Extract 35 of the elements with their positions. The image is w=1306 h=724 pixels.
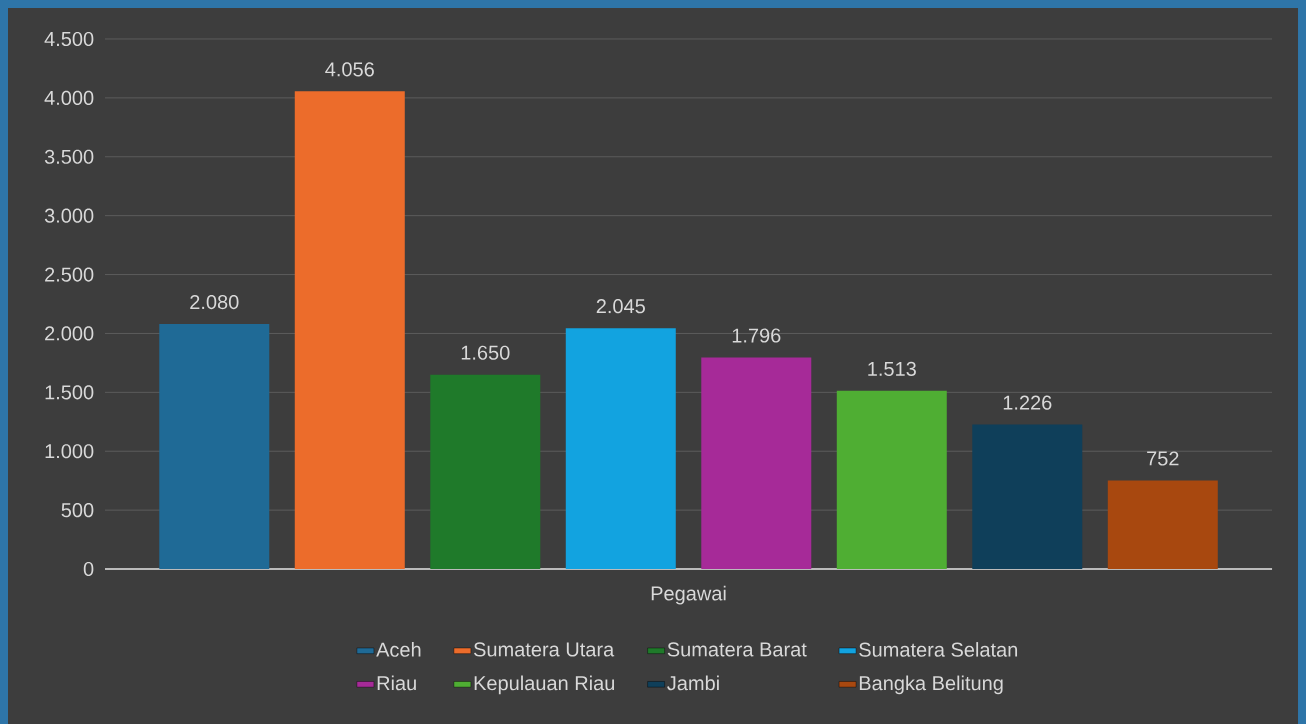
y-tick-label: 2.500 [45, 267, 94, 282]
y-tick-label: 500 [61, 503, 94, 518]
bar [836, 390, 947, 569]
y-tick-label: 1.500 [45, 385, 94, 400]
data-label: 2.045 [596, 299, 645, 314]
bar [294, 91, 405, 569]
legend-label: Sumatera Selatan [859, 642, 1018, 657]
y-tick-label: 4.000 [44, 90, 94, 105]
data-label: 1.226 [1003, 395, 1052, 410]
x-tick-label: Pegawai [651, 585, 726, 605]
bar [701, 357, 812, 569]
bar [972, 424, 1083, 569]
y-tick-label: 3.500 [44, 149, 94, 164]
y-tick-label: 4.500 [44, 31, 94, 47]
data-label: 752 [1147, 451, 1179, 466]
data-label: 1.796 [732, 328, 781, 343]
y-tick-label: 0 [83, 561, 94, 577]
bar [159, 324, 270, 569]
legend-label: Sumatera Barat [667, 642, 807, 657]
data-label: 1.513 [868, 361, 916, 376]
legend-label: Kepulauan Riau [474, 675, 615, 695]
legend-label: Riau [377, 675, 416, 691]
data-label: 4.056 [325, 62, 374, 77]
bar [565, 328, 676, 569]
legend-label: Jambi [667, 675, 719, 691]
data-label: 2.080 [190, 294, 239, 310]
y-tick-label: 3.000 [44, 208, 94, 223]
legend-label: Bangka Belitung [859, 675, 1003, 695]
legend-label: Aceh [376, 642, 421, 657]
bar [430, 374, 541, 569]
y-tick-label: 2.000 [45, 326, 94, 341]
bar [1107, 480, 1218, 569]
data-label: 1.650 [461, 345, 510, 360]
legend-label: Sumatera Utara [473, 642, 615, 657]
y-tick-label: 1.000 [45, 444, 94, 459]
